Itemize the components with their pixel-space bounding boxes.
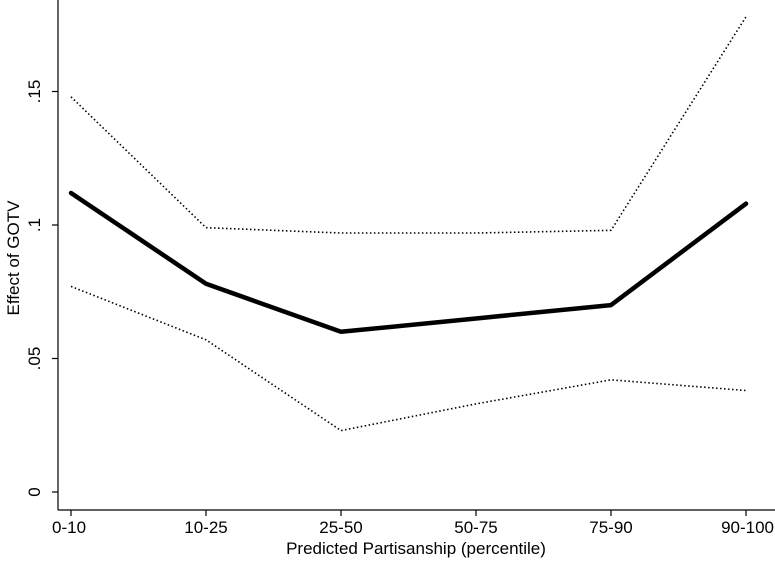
y-tick-label: .05 bbox=[25, 347, 44, 371]
y-tick-label: .1 bbox=[25, 218, 44, 232]
y-tick-label: .15 bbox=[25, 80, 44, 104]
series-upper-bound-line bbox=[70, 16, 747, 234]
series-layer bbox=[68, 16, 749, 432]
series-estimate-line bbox=[68, 190, 749, 335]
x-tick-label: 50-75 bbox=[454, 518, 497, 537]
series-lower-bound-line bbox=[70, 285, 747, 432]
y-axis-title: Effect of GOTV bbox=[4, 200, 23, 316]
x-tick-label: 10-25 bbox=[184, 518, 227, 537]
axes: 0 .05 .1 .15 0-10 10-25 25-50 50-75 75-90 90-100 bbox=[25, 0, 775, 537]
x-tick-label: 25-50 bbox=[319, 518, 362, 537]
x-tick-label: 90-100 bbox=[721, 518, 774, 537]
x-axis-title: Predicted Partisanship (percentile) bbox=[286, 539, 546, 558]
y-tick-label: 0 bbox=[25, 487, 44, 496]
labels: Effect of GOTV Predicted Partisanship (p… bbox=[4, 200, 546, 558]
x-tick-label: 0-10 bbox=[52, 518, 86, 537]
x-tick-label: 75-90 bbox=[589, 518, 632, 537]
